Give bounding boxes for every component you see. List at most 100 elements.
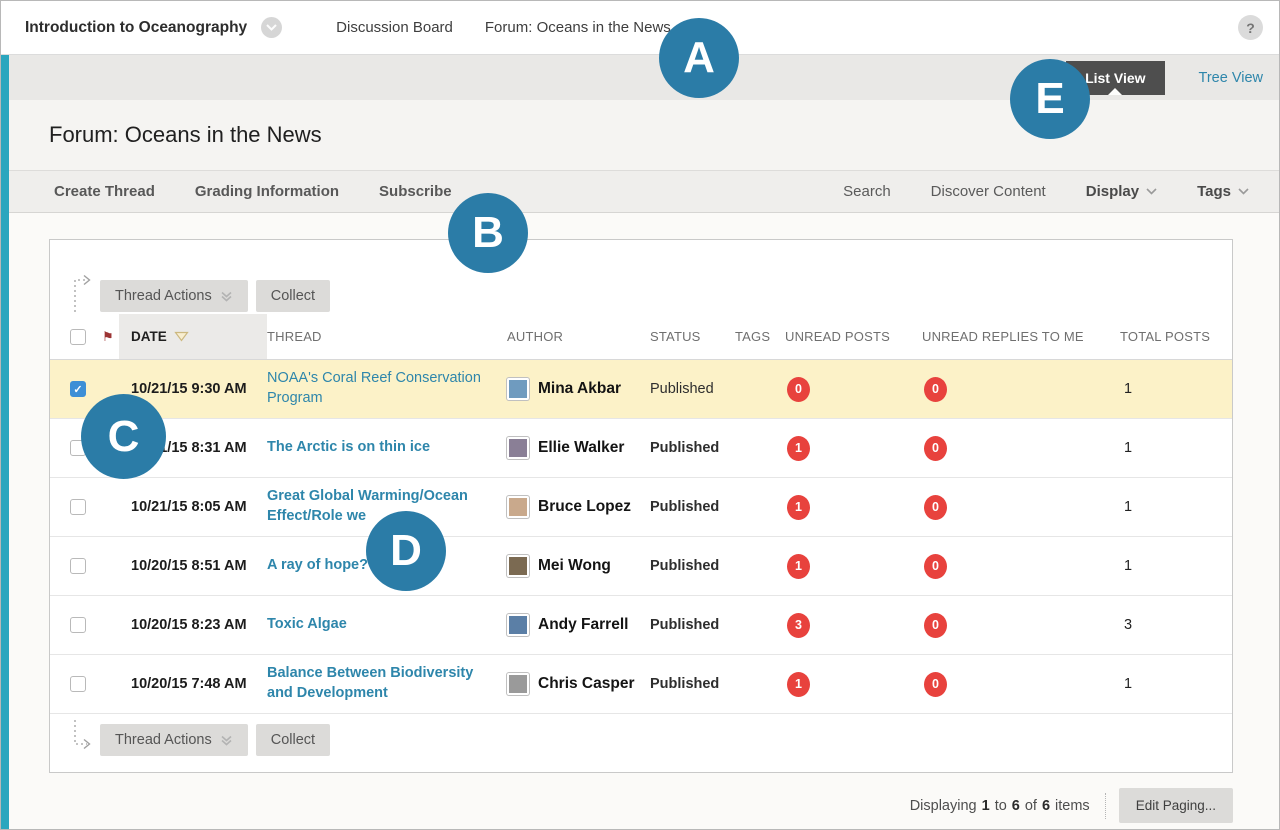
column-header-author[interactable]: AUTHOR [507,329,650,344]
column-header-thread[interactable]: THREAD [267,329,507,344]
thread-date: 10/20/15 8:23 AM [119,617,267,633]
create-thread-button[interactable]: Create Thread [54,183,155,200]
author-name: Ellie Walker [538,439,624,457]
column-header-date[interactable]: DATE [119,314,267,359]
select-all-arrow-icon [70,718,96,752]
avatar [507,437,529,459]
select-all-checkbox[interactable] [70,329,86,345]
sort-descending-icon [174,331,189,342]
accent-strip [1,55,9,829]
column-header-tags[interactable]: TAGS [735,329,785,344]
double-chevron-down-icon [220,734,233,747]
breadcrumb-forum[interactable]: Forum: Oceans in the News [485,19,671,36]
chevron-down-icon [1146,188,1157,195]
thread-link[interactable]: Balance Between Biodiversity and Develop… [267,664,507,703]
thread-date: 10/20/15 8:51 AM [119,558,267,574]
search-button[interactable]: Search [843,183,891,200]
thread-actions-button[interactable]: Thread Actions [100,724,248,756]
thread-row: 10/21/15 9:30 AM NOAA's Coral Reef Conse… [50,360,1232,419]
discover-content-button[interactable]: Discover Content [931,183,1046,200]
column-header-status[interactable]: STATUS [650,329,735,344]
paging-word: Displaying [910,798,977,814]
row-checkbox[interactable] [70,381,86,397]
flag-icon: ⚑ [102,329,119,345]
double-chevron-down-icon [220,290,233,303]
status-label: Published [650,381,735,397]
collect-button[interactable]: Collect [256,724,330,756]
display-dropdown-label: Display [1086,183,1139,200]
total-posts-value: 1 [1120,558,1232,574]
paging-summary: Displaying 1 to 6 of 6 items [910,798,1090,814]
total-posts-value: 1 [1120,381,1232,397]
avatar [507,614,529,636]
paging-word: to [995,798,1007,814]
author-name: Mei Wong [538,557,611,575]
tags-dropdown[interactable]: Tags [1197,183,1249,200]
tags-dropdown-label: Tags [1197,183,1231,200]
thread-link[interactable]: NOAA's Coral Reef Conservation Program [267,369,507,408]
select-all-arrow-icon [70,272,96,314]
unread-replies-badge: 0 [924,613,947,638]
column-header-total-posts[interactable]: TOTAL POSTS [1120,329,1232,344]
status-label: Published [650,440,735,456]
unread-posts-badge: 1 [787,495,810,520]
date-header-label: DATE [131,329,167,344]
tree-view-link[interactable]: Tree View [1199,70,1263,86]
thread-actions-label: Thread Actions [115,288,212,304]
grading-information-button[interactable]: Grading Information [195,183,339,200]
callout-d: D [366,511,446,591]
main-content: Thread Actions Collect ⚑ DATE THREAD AUT… [1,213,1279,823]
subscribe-button[interactable]: Subscribe [379,183,452,200]
unread-posts-badge: 1 [787,436,810,461]
total-posts-value: 3 [1120,617,1232,633]
row-checkbox[interactable] [70,617,86,633]
edit-paging-button[interactable]: Edit Paging... [1119,788,1233,823]
unread-posts-badge: 1 [787,672,810,697]
avatar [507,378,529,400]
status-label: Published [650,617,735,633]
unread-replies-badge: 0 [924,495,947,520]
unread-posts-badge: 0 [787,377,810,402]
column-header-unread-replies[interactable]: UNREAD REPLIES TO ME [922,329,1120,344]
total-posts-value: 1 [1120,676,1232,692]
thread-link[interactable]: The Arctic is on thin ice [267,438,440,458]
status-label: Published [650,499,735,515]
unread-posts-badge: 3 [787,613,810,638]
row-checkbox[interactable] [70,676,86,692]
column-header-unread-posts[interactable]: UNREAD POSTS [785,329,922,344]
thread-actions-button[interactable]: Thread Actions [100,280,248,312]
collect-button[interactable]: Collect [256,280,330,312]
course-menu-chevron-icon[interactable] [261,17,282,38]
status-label: Published [650,558,735,574]
divider [1105,793,1106,819]
author-name: Andy Farrell [538,616,628,634]
paging-word: items [1055,798,1090,814]
paging-word: of [1025,798,1037,814]
callout-e: E [1010,59,1090,139]
thread-list-box: Thread Actions Collect ⚑ DATE THREAD AUT… [49,239,1233,773]
paging-total: 6 [1042,798,1050,814]
thread-row: 10/21/15 8:05 AM Great Global Warming/Oc… [50,478,1232,537]
thread-actions-label: Thread Actions [115,732,212,748]
thread-link[interactable]: Toxic Algae [267,615,357,635]
status-label: Published [650,676,735,692]
unread-replies-badge: 0 [924,436,947,461]
row-checkbox[interactable] [70,499,86,515]
author-name: Chris Casper [538,675,634,693]
callout-c: C [81,394,166,479]
forum-page: Introduction to Oceanography Discussion … [0,0,1280,830]
thread-link[interactable]: A ray of hope? [267,556,378,576]
row-checkbox[interactable] [70,558,86,574]
help-icon[interactable]: ? [1238,15,1263,40]
display-dropdown[interactable]: Display [1086,183,1157,200]
breadcrumb-discussion-board[interactable]: Discussion Board [336,19,453,36]
thread-row: 10/20/15 7:48 AM Balance Between Biodive… [50,655,1232,714]
callout-a: A [659,18,739,98]
thread-row: 10/20/15 8:51 AM A ray of hope? Mei Wong… [50,537,1232,596]
avatar [507,496,529,518]
thread-date: 10/20/15 7:48 AM [119,676,267,692]
unread-replies-badge: 0 [924,672,947,697]
total-posts-value: 1 [1120,440,1232,456]
course-title: Introduction to Oceanography [25,19,247,37]
list-toolbar-bottom: Thread Actions Collect [50,714,1232,772]
